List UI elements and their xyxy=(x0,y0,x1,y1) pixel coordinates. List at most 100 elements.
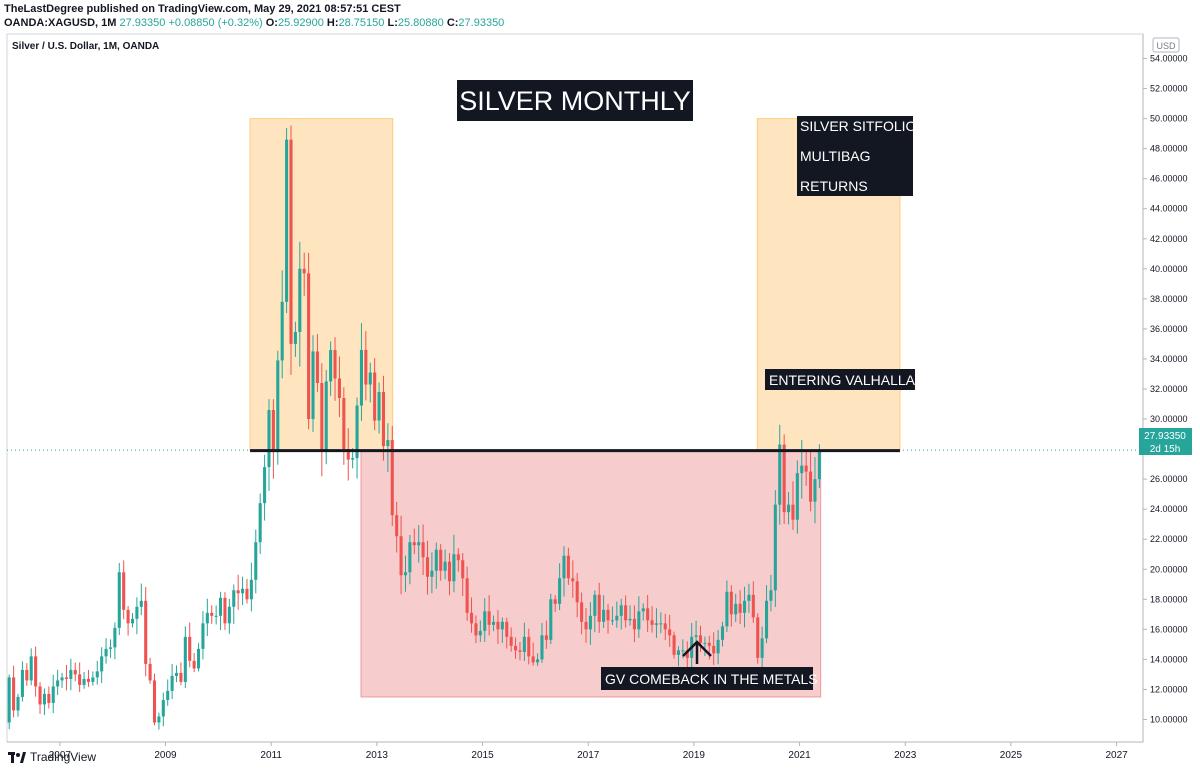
candle xyxy=(201,611,205,660)
candle-body xyxy=(179,672,183,682)
candle-body xyxy=(16,696,20,711)
candle-body xyxy=(280,301,284,361)
candle-body xyxy=(663,623,667,630)
candle xyxy=(813,457,817,524)
y-tick-label: 42.00000 xyxy=(1150,234,1188,244)
x-tick-label: 2023 xyxy=(894,750,917,761)
candle xyxy=(29,648,33,686)
candle-body xyxy=(654,623,658,625)
candle-body xyxy=(355,405,359,459)
candle-body xyxy=(254,542,258,580)
candle xyxy=(716,630,720,665)
candle xyxy=(320,363,324,477)
candle xyxy=(104,638,108,664)
candle xyxy=(95,660,99,685)
candle xyxy=(157,712,161,730)
candle xyxy=(447,553,452,596)
series-legend[interactable]: Silver / U.S. Dollar, 1M, OANDA xyxy=(12,41,159,52)
candle-body xyxy=(681,650,685,652)
candle xyxy=(553,595,557,613)
y-tick-label: 52.00000 xyxy=(1150,84,1188,94)
candle xyxy=(126,605,130,636)
candle xyxy=(60,672,64,688)
candle xyxy=(637,596,641,638)
candle xyxy=(161,692,165,727)
candle xyxy=(514,637,518,659)
candle-body xyxy=(364,349,368,385)
candle-body xyxy=(152,680,157,723)
candle-body xyxy=(227,606,231,624)
candle xyxy=(544,620,548,649)
candle-body xyxy=(795,473,799,520)
candle-body xyxy=(540,635,544,660)
candle-body xyxy=(549,599,553,640)
candle-body xyxy=(421,542,425,558)
candle xyxy=(47,686,51,709)
candle-body xyxy=(580,602,584,622)
candle xyxy=(566,547,570,585)
candle xyxy=(346,428,350,481)
candle xyxy=(412,528,416,555)
candle xyxy=(509,627,513,652)
symbol-label[interactable]: OANDA:XAGUSD, 1M xyxy=(4,17,117,29)
candle xyxy=(676,646,681,667)
candle-body xyxy=(553,599,557,604)
candle-body xyxy=(425,557,430,577)
zone-1[interactable] xyxy=(360,450,822,698)
sitfolio-box xyxy=(797,116,913,196)
candle-body xyxy=(174,672,179,676)
candle-body xyxy=(161,699,165,717)
candle xyxy=(465,566,469,621)
candle-body xyxy=(619,605,623,616)
candle xyxy=(624,595,628,628)
candle-body xyxy=(562,555,566,579)
y-tick-label: 44.00000 xyxy=(1150,204,1188,214)
candle xyxy=(461,553,465,597)
candle xyxy=(196,643,201,672)
candle-body xyxy=(782,444,786,513)
candle xyxy=(628,605,632,626)
price-tag[interactable] xyxy=(1139,428,1192,442)
candle-body xyxy=(742,600,747,613)
candle xyxy=(170,664,174,700)
candle xyxy=(575,573,579,618)
currency-label[interactable]: USD xyxy=(1156,41,1176,51)
candle-body xyxy=(527,636,531,657)
candle-body xyxy=(712,645,716,654)
candle-body xyxy=(157,716,161,723)
y-tick-label: 54.00000 xyxy=(1150,54,1188,64)
candle xyxy=(809,451,813,512)
candle xyxy=(258,493,262,554)
candle-body xyxy=(12,677,16,711)
candle xyxy=(7,674,11,730)
chart-header: TheLastDegree published on TradingView.c… xyxy=(0,0,1200,32)
y-tick-label: 18.00000 xyxy=(1150,594,1188,604)
candle xyxy=(483,598,487,642)
candle-body xyxy=(166,690,170,700)
candle-body xyxy=(417,542,421,546)
candle xyxy=(452,534,456,593)
candle xyxy=(377,382,381,434)
candle-body xyxy=(703,642,707,644)
candle xyxy=(685,641,689,671)
candle-body xyxy=(531,656,535,663)
candle xyxy=(82,671,86,689)
candle-body xyxy=(342,398,346,450)
candle xyxy=(804,450,808,486)
candle-body xyxy=(787,504,791,513)
candle xyxy=(188,622,192,668)
candle-body xyxy=(403,572,408,576)
annotation-valhalla: ENTERING VALHALLA xyxy=(769,372,916,388)
currency-box[interactable] xyxy=(1152,37,1180,53)
annotation-returns: RETURNS xyxy=(800,178,868,194)
tradingview-brand[interactable]: TradingView xyxy=(30,750,97,764)
candle-body xyxy=(381,392,386,447)
candle xyxy=(245,578,249,604)
candle xyxy=(773,490,777,607)
x-tick-label: 2009 xyxy=(154,750,177,761)
price-change: +0.08850 (+0.32%) xyxy=(168,17,263,29)
candle-body xyxy=(518,650,522,652)
candle-body xyxy=(487,611,491,625)
candle xyxy=(219,591,223,630)
